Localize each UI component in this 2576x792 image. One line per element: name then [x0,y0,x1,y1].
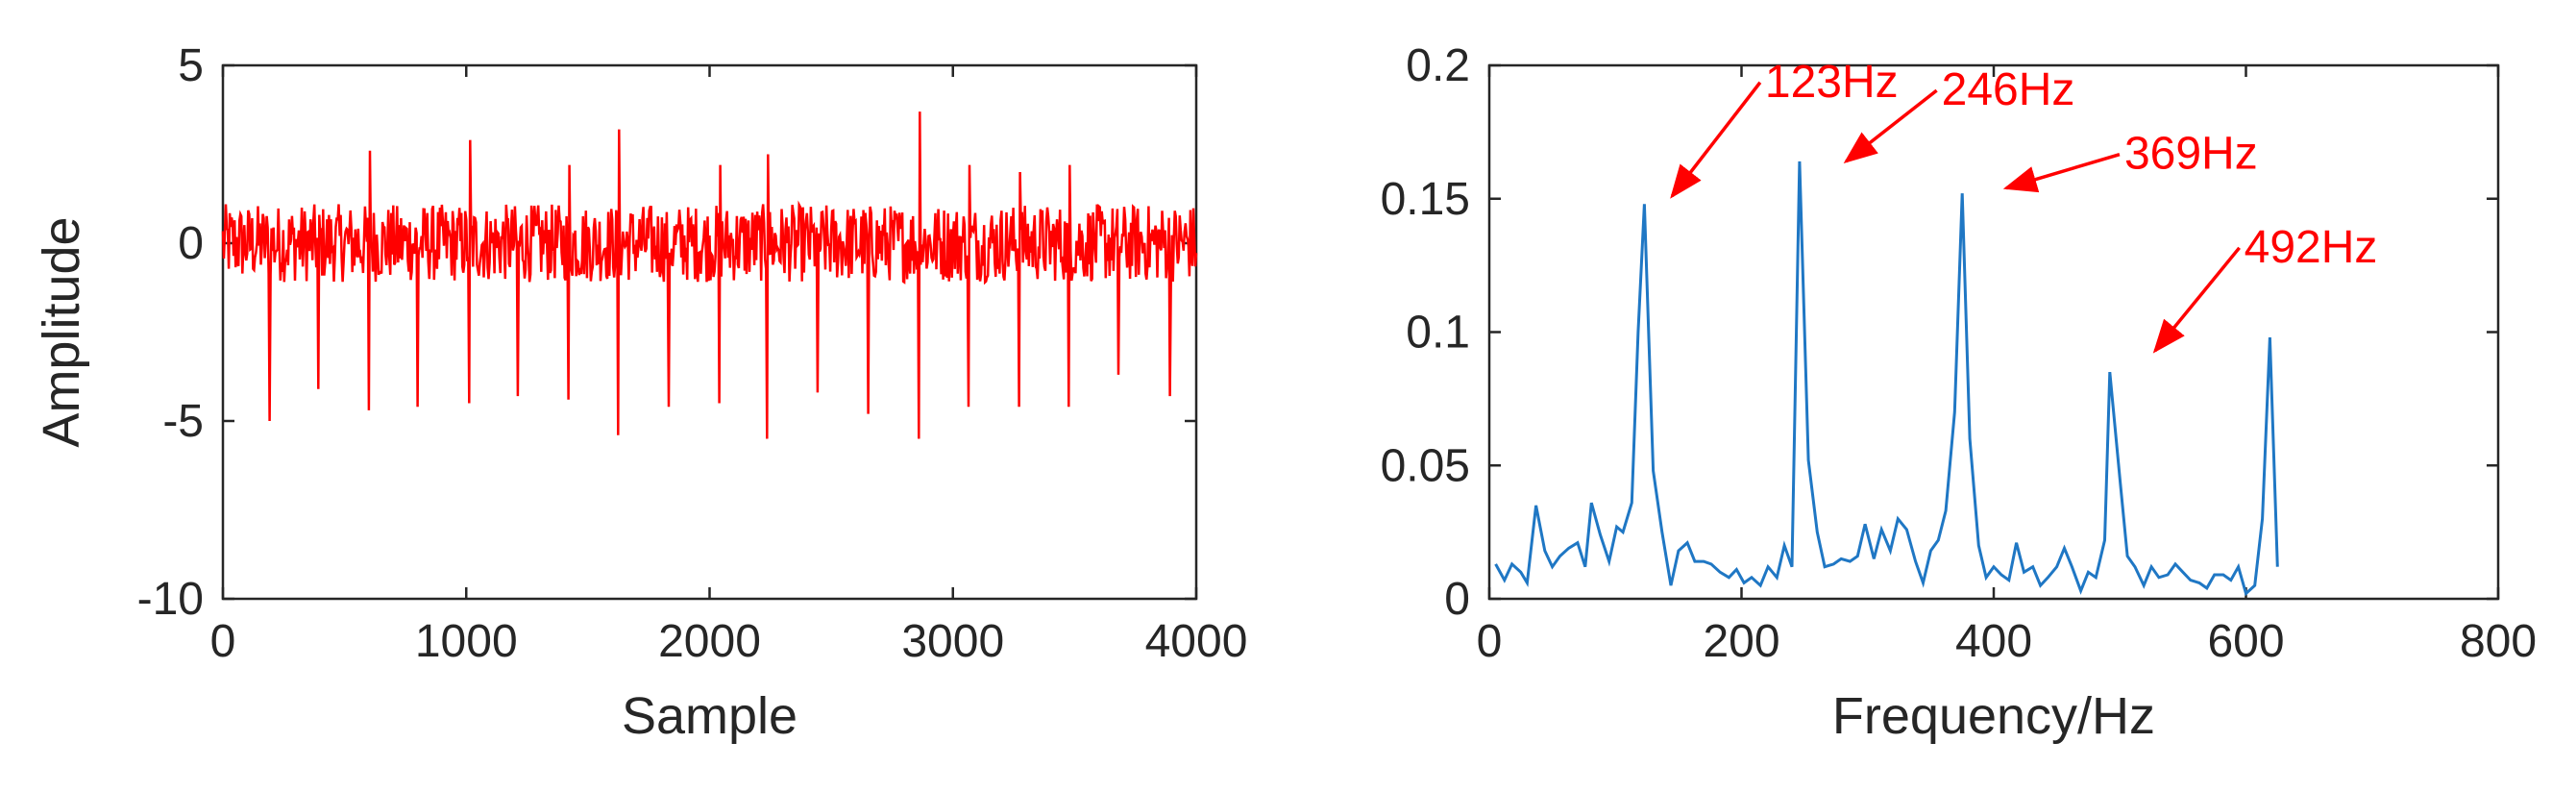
y-tick-label: 0 [178,218,204,269]
y-tick-label: 0 [1444,574,1470,625]
x-tick-label: 4000 [1145,616,1248,667]
x-tick-label: 0 [210,616,236,667]
annotation-arrow [2002,152,2121,193]
x-tick-label: 200 [1703,616,1779,667]
x-tick-label: 3000 [901,616,1004,667]
x-tick-label: 400 [1955,616,2032,667]
y-tick-label: 5 [178,40,204,91]
x-tick-label: 1000 [415,616,518,667]
x-tick-label: 800 [2460,616,2537,667]
spectrum-chart: 0 200 400 600 800 0 0.05 0.1 0.15 0.2 Frequency/Hz… [1381,40,2537,745]
amplitude-chart: 0 1000 2000 3000 4000 -10 -5 0 5 Sample Amplitude [33,40,1247,745]
x-tick-label: 2000 [658,616,761,667]
plot-frame [1487,63,2500,601]
x-axis-label: Sample [622,687,797,745]
spectrum-series-line [1494,161,2279,597]
annotation-label: 492Hz [2245,222,2378,273]
y-tick-label: 0.15 [1381,174,1470,225]
y-axis-label: Amplitude [33,216,90,447]
x-axis-label: Frequency/Hz [1832,687,2155,745]
x-tick-label: 600 [2207,616,2284,667]
y-tick-label: -10 [137,574,204,625]
annotation-arrow [1843,88,1938,164]
signal-series-line [221,111,1198,439]
y-tick-label: 0.1 [1406,308,1470,359]
annotation-arrow [2152,246,2241,354]
y-tick-label: 0.05 [1381,440,1470,491]
annotation-label: 369Hz [2124,129,2258,180]
annotation-label: 123Hz [1765,57,1899,108]
annotation-label: 246Hz [1942,64,2075,115]
x-tick-label: 0 [1477,616,1503,667]
y-tick-label: 0.2 [1406,40,1470,91]
annotation-arrow [1670,81,1762,199]
y-tick-label: -5 [162,396,204,447]
